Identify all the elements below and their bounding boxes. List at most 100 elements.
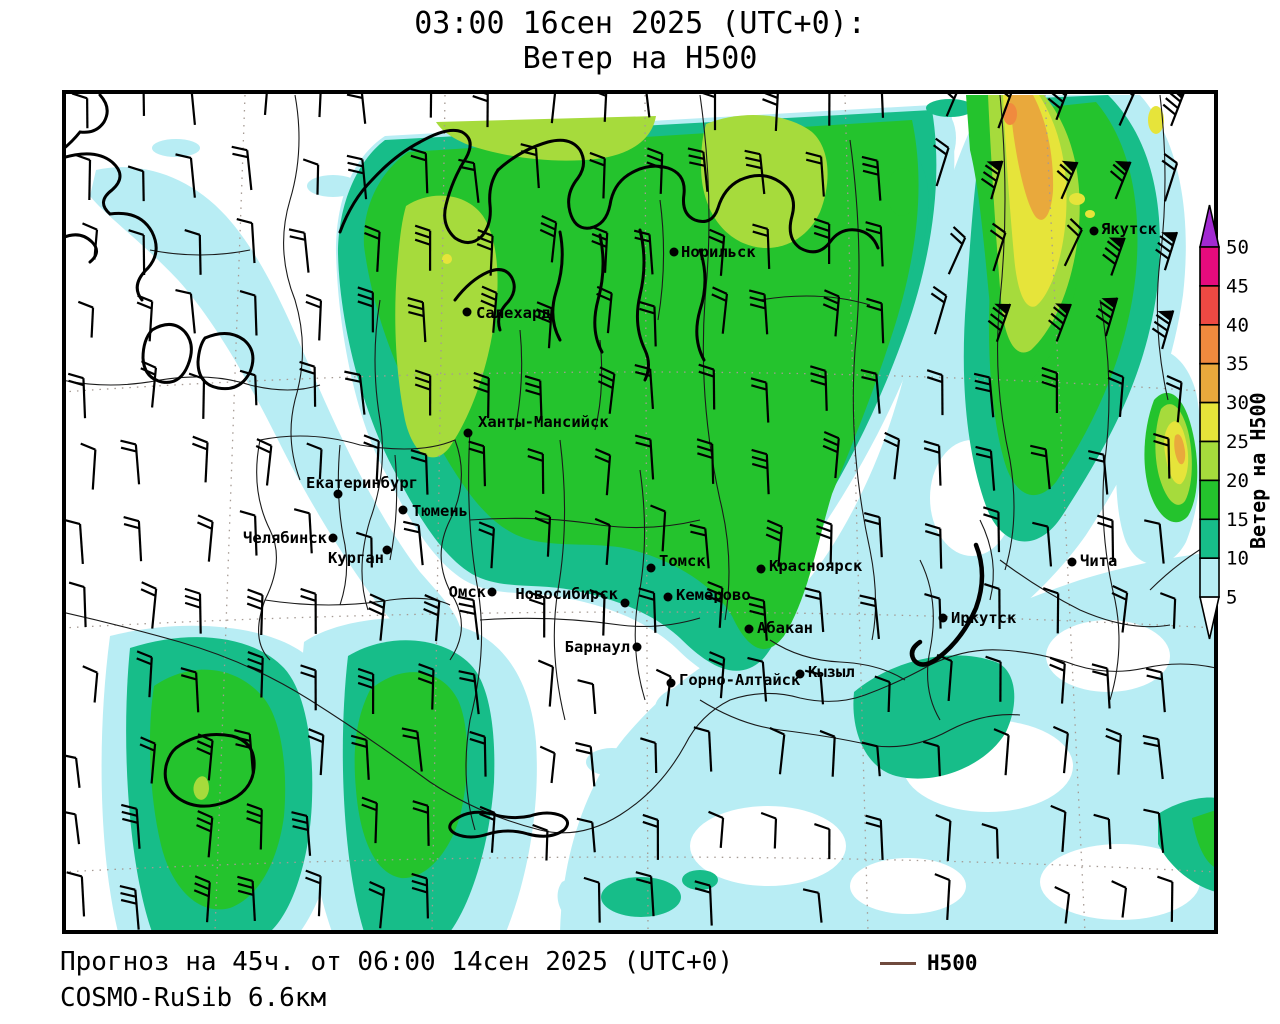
wind-barb	[1049, 656, 1066, 704]
page-title: 03:00 16сен 2025 (UTC+0): Ветер на H500	[0, 6, 1280, 76]
wind-barb	[708, 228, 726, 276]
wind-barb	[926, 369, 944, 416]
wind-barb	[589, 151, 606, 199]
city-label: Тюмень	[412, 502, 468, 520]
wind-barb	[1145, 667, 1166, 713]
colorbar-cells	[1199, 246, 1220, 598]
wind-barb	[401, 727, 423, 772]
wind-barb	[985, 655, 1002, 702]
wind-barb	[344, 370, 366, 415]
wind-barb	[123, 515, 143, 562]
wind-barb	[539, 745, 556, 784]
city-label: Абакан	[757, 619, 813, 637]
city-dot	[382, 545, 392, 555]
wind-barb	[698, 363, 716, 410]
city-dot	[795, 669, 805, 679]
wind-barb	[646, 147, 664, 194]
city-dot	[462, 307, 472, 317]
wind-barb	[300, 664, 317, 711]
wind-barb	[469, 730, 487, 777]
wind-barb	[706, 580, 724, 628]
wind-barb	[66, 871, 86, 917]
colorbar-segment	[1199, 557, 1220, 598]
wind-barb	[524, 375, 543, 421]
wind-barb	[1097, 514, 1115, 561]
wind-barb	[1155, 231, 1179, 271]
wind-barb	[874, 675, 891, 713]
wind-barb	[120, 439, 141, 485]
city-label: Курган	[328, 549, 384, 567]
wind-barb	[1165, 375, 1183, 423]
wind-barb	[989, 222, 1007, 272]
wind-barb	[880, 90, 885, 118]
wind-barb	[346, 154, 368, 200]
wind-barb	[67, 372, 87, 419]
wind-barb	[634, 364, 655, 409]
city-dot	[463, 428, 473, 438]
wind-barb	[863, 512, 883, 558]
wind-barb	[180, 667, 200, 713]
wind-barb	[930, 285, 948, 335]
wind-barb	[642, 813, 660, 860]
wind-speed-colorbar: 50 45 40 35 30 25 20 15 10 5	[1198, 204, 1249, 640]
map-canvas: Норильск Салехард Ханты-Мансийск Екатеринбу…	[62, 90, 1218, 934]
wind-barb	[708, 651, 726, 699]
wind-barb	[822, 430, 840, 479]
wind-barb	[231, 145, 253, 191]
title-datetime: 03:00 16сен 2025 (UTC+0):	[414, 6, 866, 41]
city-dot	[744, 624, 754, 634]
wind-barb	[819, 729, 836, 777]
wind-barb	[193, 875, 211, 923]
wind-barb	[527, 447, 545, 494]
city-dot	[663, 592, 673, 602]
wind-barb	[935, 813, 952, 861]
colorbar-tick-label: 25	[1226, 431, 1249, 453]
wind-barb	[1102, 237, 1126, 276]
wind-barb	[305, 293, 323, 341]
colorbar-title: Ветер на H500	[1246, 392, 1270, 549]
wind-barb	[535, 301, 553, 349]
wind-barb	[479, 805, 496, 853]
wind-barb	[594, 448, 612, 496]
wind-barb	[1087, 449, 1109, 495]
wind-barb	[860, 368, 881, 414]
wind-barb	[760, 811, 778, 849]
wind-barb	[368, 593, 386, 641]
city-dot	[938, 613, 948, 623]
wind-barb	[246, 588, 264, 636]
h500-legend: H500	[880, 951, 978, 975]
wind-barb	[1050, 804, 1067, 852]
wind-barb	[184, 587, 202, 634]
wind-barb	[1054, 886, 1071, 924]
wind-barb	[1030, 444, 1051, 490]
wind-barb	[476, 229, 494, 276]
city-label: Иркутск	[951, 609, 1017, 627]
model-text: COSMO-RuSib 6.6км	[60, 983, 327, 1013]
colorbar-above-max-arrow	[1198, 204, 1221, 248]
wind-barb	[136, 294, 154, 342]
wind-barb	[480, 285, 498, 333]
colorbar-segment	[1199, 479, 1220, 521]
wind-barb	[237, 875, 256, 921]
city-dot	[620, 598, 630, 608]
wind-barb	[769, 726, 786, 775]
city-dot	[646, 563, 656, 573]
wind-barb	[350, 734, 370, 780]
city-label: Ханты-Мансийск	[478, 413, 609, 431]
wind-barb	[638, 587, 657, 633]
wind-barb	[634, 434, 655, 480]
wind-barb	[410, 147, 429, 194]
colorbar-tick-label: 50	[1226, 237, 1249, 259]
wind-barb	[1095, 297, 1119, 337]
wind-barb	[414, 224, 432, 271]
wind-barb	[355, 531, 373, 568]
city-label: Норильск	[681, 243, 756, 261]
city-label: Салехард	[476, 304, 551, 322]
city-dot	[1067, 557, 1077, 567]
wind-barb	[74, 153, 92, 201]
wind-barb	[805, 151, 825, 197]
wind-barb	[589, 589, 606, 636]
wind-barb	[175, 289, 196, 334]
wind-barb	[1042, 587, 1060, 634]
city-dot	[756, 564, 766, 574]
